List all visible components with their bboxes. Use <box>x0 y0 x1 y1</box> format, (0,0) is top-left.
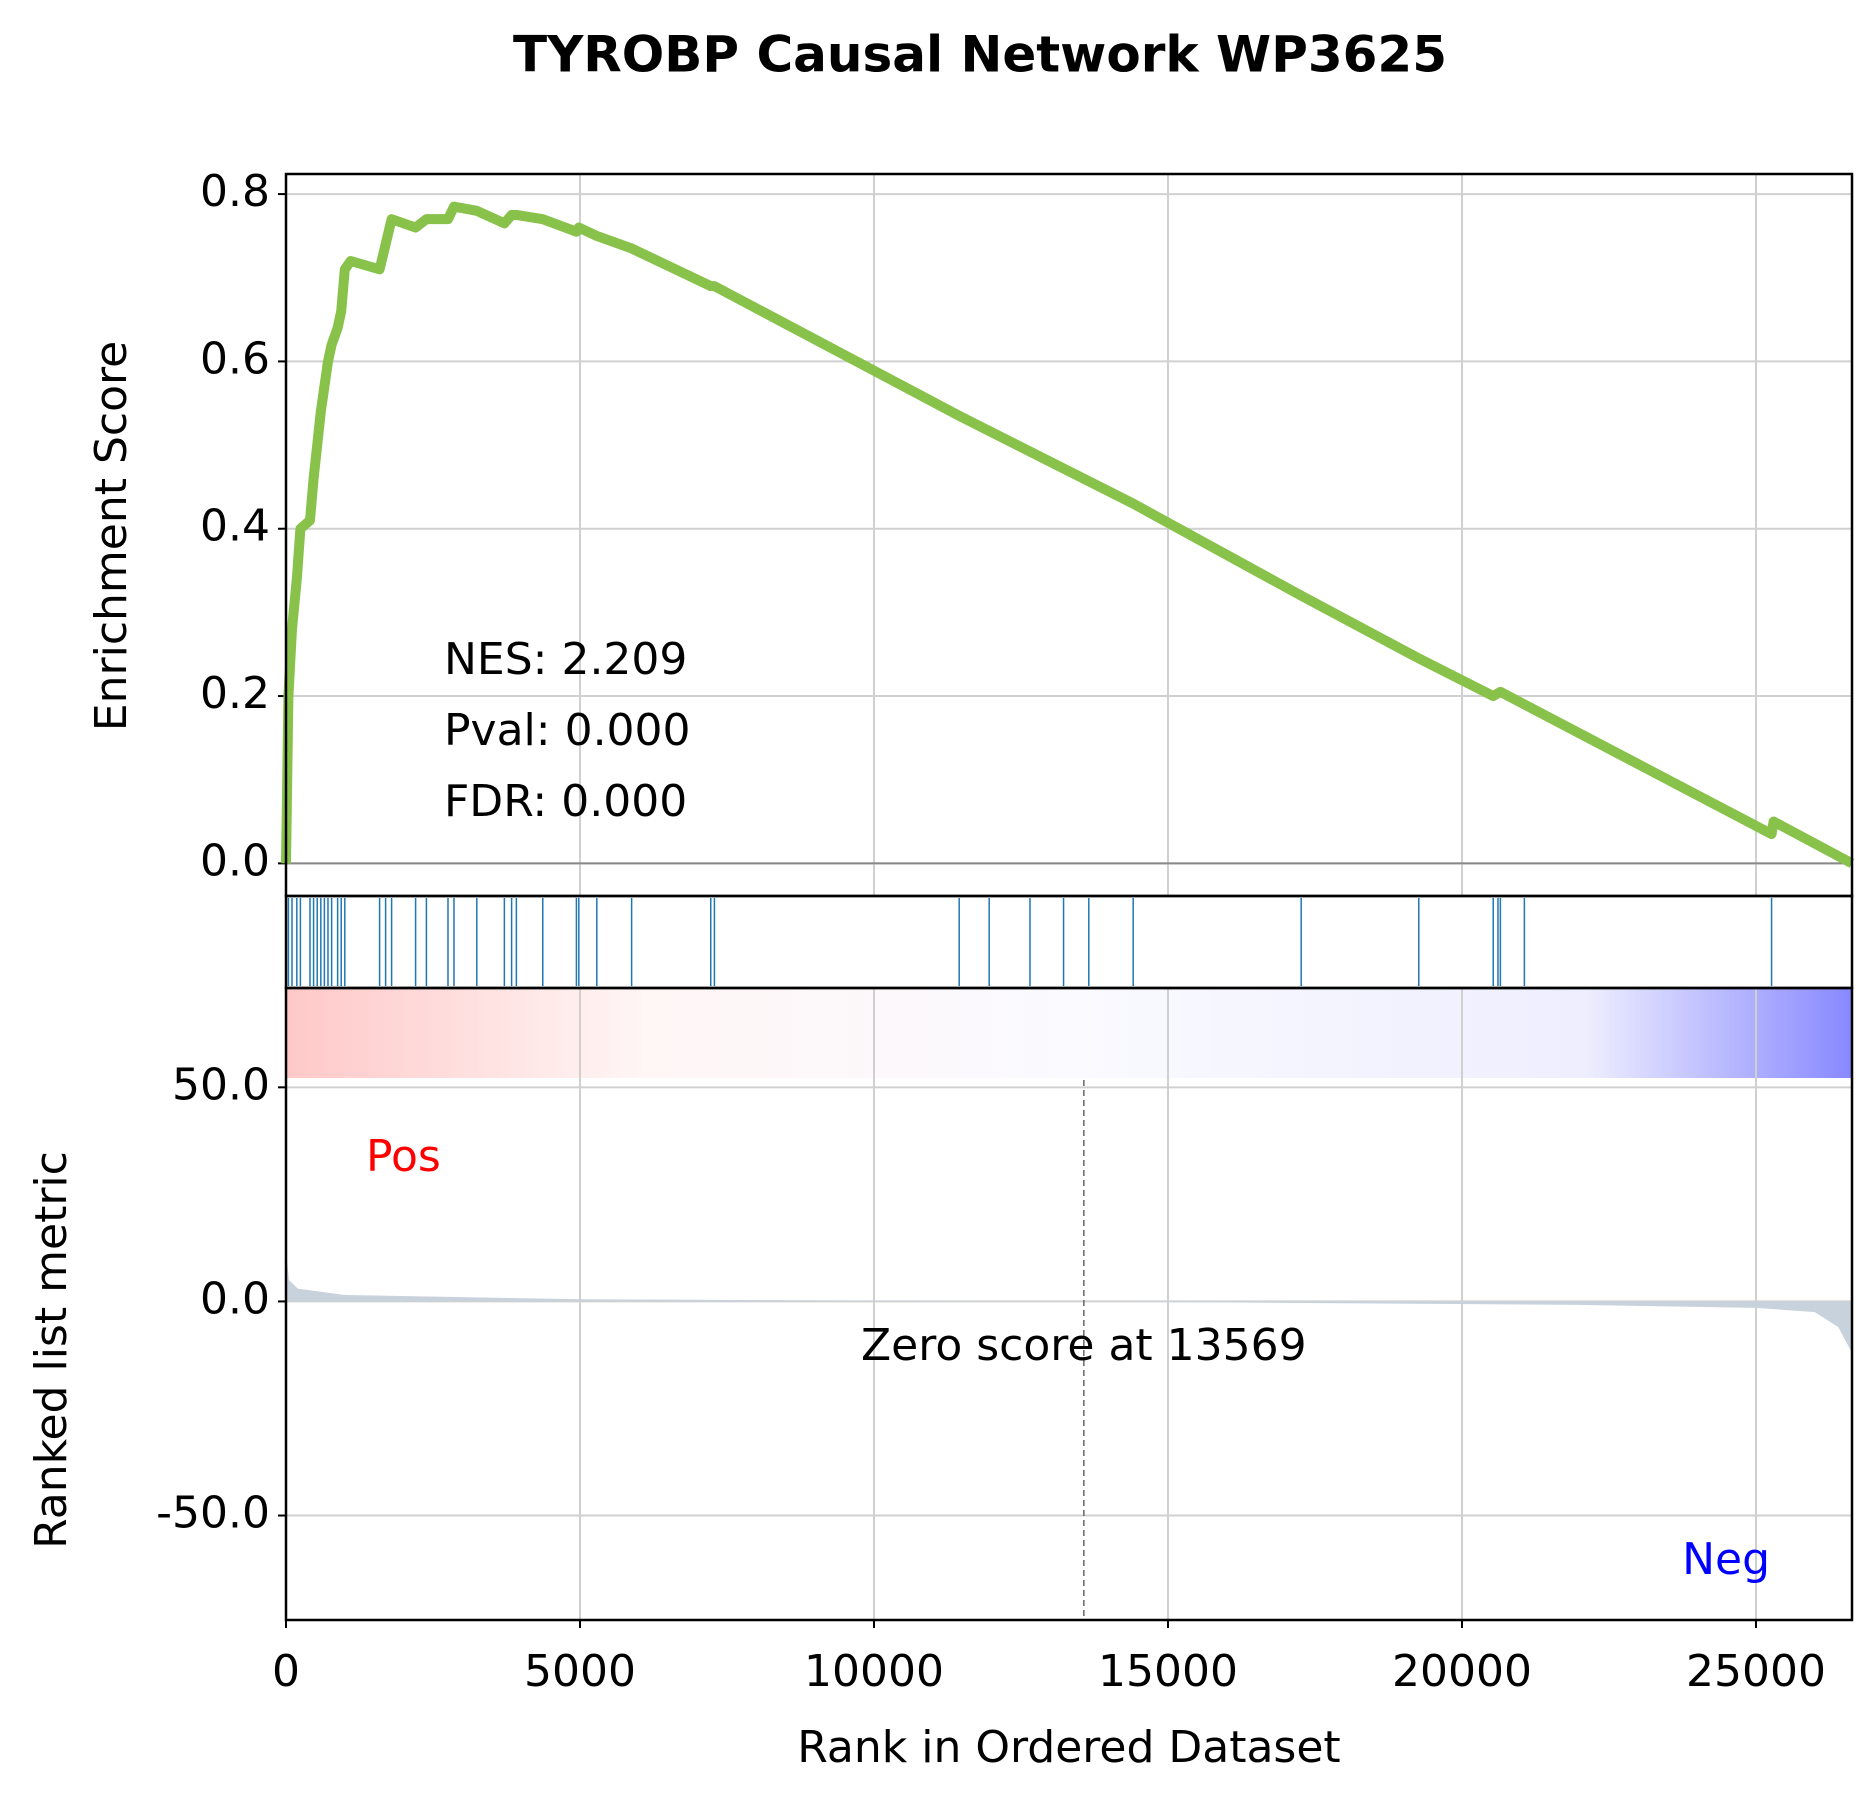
x-tick-label: 5000 <box>524 1646 636 1697</box>
x-axis-label: Rank in Ordered Dataset <box>797 1722 1340 1773</box>
x-tick-label: 20000 <box>1392 1646 1532 1697</box>
y-tick-label: 0.0 <box>200 1273 270 1324</box>
x-tick-label: 25000 <box>1686 1646 1826 1697</box>
y-axis-label: Enrichment Score <box>86 341 137 731</box>
chart-title: TYROBP Causal Network WP3625 <box>513 26 1447 84</box>
y-tick-label: 0.6 <box>200 333 270 384</box>
y-axis-label: Ranked list metric <box>26 1151 77 1549</box>
y-tick-label: -50.0 <box>156 1488 270 1539</box>
pos-label: Pos <box>366 1131 441 1182</box>
metric-area <box>286 1250 1852 1353</box>
x-tick-label: 10000 <box>804 1646 944 1697</box>
y-tick-label: 0.4 <box>200 501 270 552</box>
plot-area: 0.0 0.2 0.4 0.6 0.8 NES: 2.209 Pval: 0.000 FDR:… <box>156 166 1855 1697</box>
es-line <box>281 201 1855 868</box>
axes-frame <box>284 986 1854 1622</box>
color-bar <box>286 988 1852 1078</box>
axes-frame <box>284 894 1854 990</box>
stat-annotation: NES: 2.209 <box>444 634 687 685</box>
y-tick-label: 0.2 <box>200 668 270 719</box>
stat-annotation: FDR: 0.000 <box>444 776 687 827</box>
zero-score-label: Zero score at 13569 <box>861 1320 1307 1371</box>
y-tick-label: 50.0 <box>172 1059 270 1110</box>
y-tick-label: 0.8 <box>200 166 270 217</box>
stat-annotation: Pval: 0.000 <box>444 705 691 756</box>
x-tick-label: 15000 <box>1098 1646 1238 1697</box>
y-tick-label: 0.0 <box>200 835 270 886</box>
x-tick-label: 0 <box>272 1646 300 1697</box>
neg-label: Neg <box>1682 1534 1770 1585</box>
